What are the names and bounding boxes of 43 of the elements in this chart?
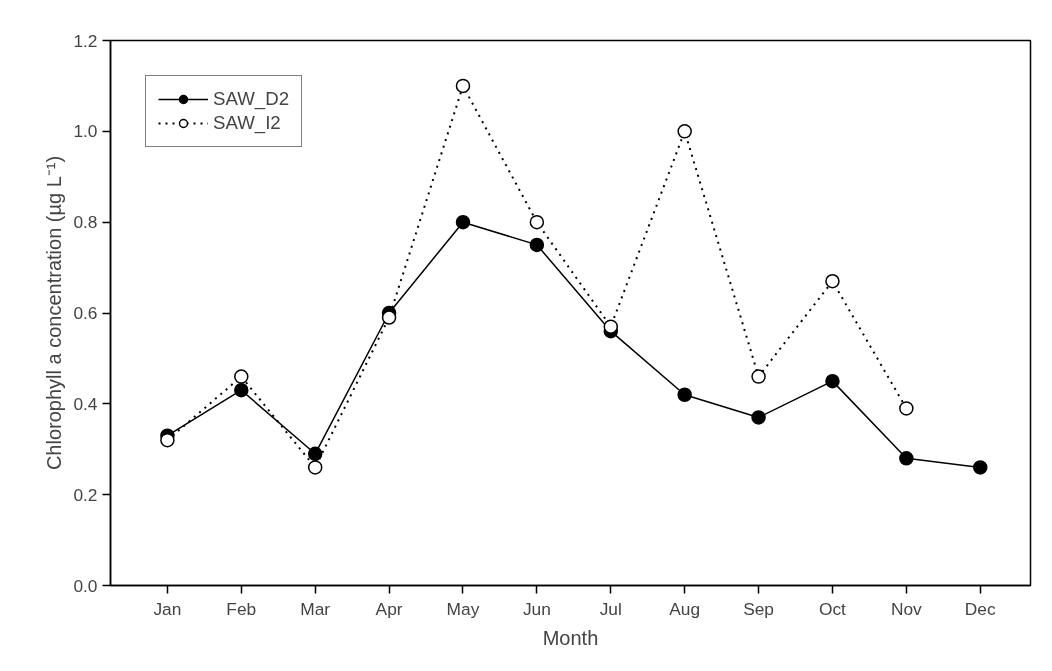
x-tick-label: Jul [599, 598, 622, 619]
x-tick-label: Sep [743, 598, 774, 619]
x-tick-label: Aug [669, 598, 701, 619]
point [455, 214, 471, 230]
point [455, 78, 471, 94]
point [825, 373, 840, 389]
y-tick-label: 0.8 [73, 212, 98, 233]
point [234, 382, 249, 398]
x-tick-label: Nov [890, 598, 923, 619]
y-tick-label: 0.6 [73, 303, 98, 323]
x-tick-label: May [446, 598, 480, 619]
y-tick-label: 0.2 [73, 484, 98, 505]
point [899, 451, 914, 466]
x-tick-label: Jun [522, 598, 551, 619]
x-tick-label: Dec [964, 598, 996, 619]
point [677, 124, 692, 139]
point [825, 273, 840, 289]
x-axis-title: Month [542, 626, 599, 649]
x-tick-label: Mar [300, 598, 331, 619]
x-tick-label: Feb [226, 598, 257, 619]
y-tick-label: 0.0 [73, 575, 98, 596]
x-tick-label: Jan [153, 598, 182, 619]
y-tick-label: 1.0 [73, 121, 98, 142]
legend-label: SAW_D2 [213, 88, 290, 110]
point [160, 432, 175, 448]
point [381, 310, 397, 325]
point [751, 410, 766, 425]
point [899, 401, 914, 416]
y-tick-label: 1.2 [73, 30, 98, 51]
point [677, 387, 692, 402]
y-tick-label: 0.4 [73, 393, 98, 414]
x-tick-label: Apr [375, 598, 403, 619]
point [234, 369, 249, 384]
point [529, 214, 545, 230]
point [751, 369, 766, 384]
point [307, 446, 323, 462]
point [603, 319, 619, 334]
point [307, 460, 323, 475]
x-tick-label: Oct [818, 598, 847, 619]
legend-label: SAW_I2 [213, 112, 281, 134]
point [973, 460, 988, 475]
y-axis-title: Chlorophyll a concentration (µg L⁻¹) [43, 155, 66, 471]
point [529, 237, 545, 253]
